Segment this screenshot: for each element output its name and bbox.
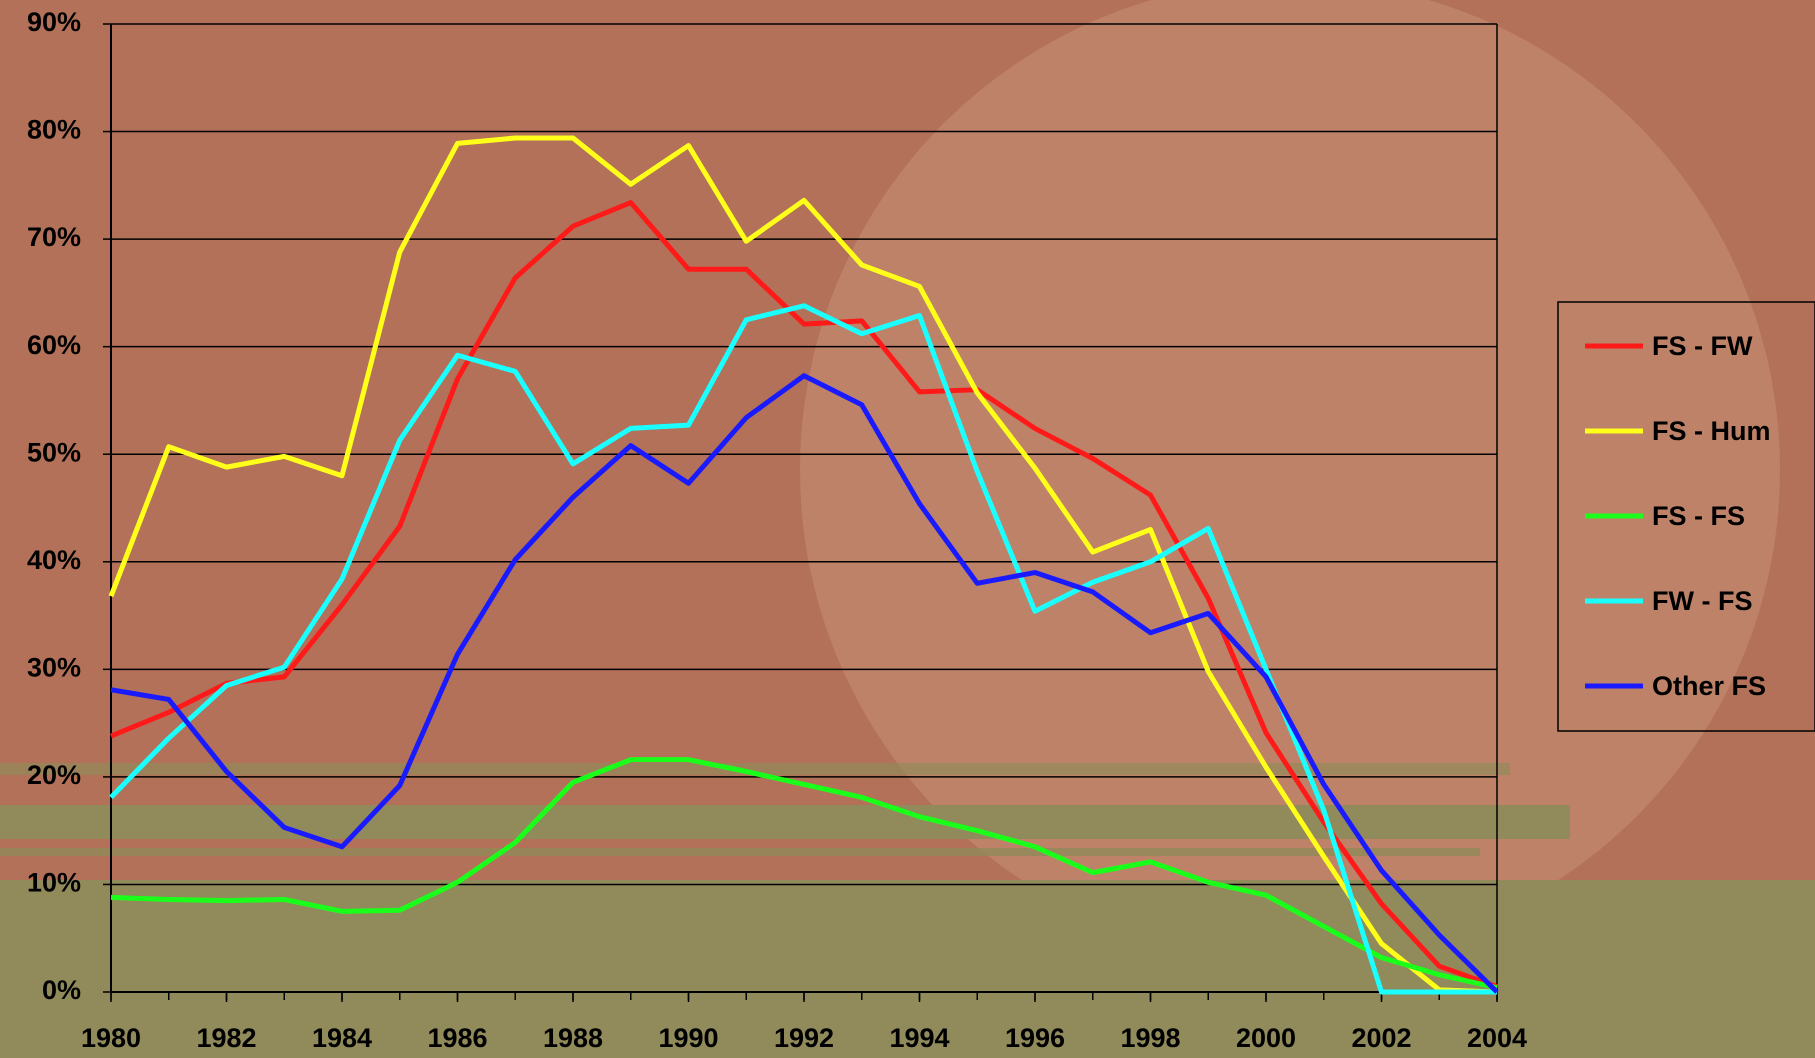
- y-tick-label: 0%: [42, 975, 81, 1005]
- legend-label: FS - Hum: [1652, 416, 1771, 446]
- stripe: [0, 763, 1510, 775]
- x-tick-label: 2004: [1467, 1023, 1527, 1053]
- x-tick-label: 1986: [427, 1023, 487, 1053]
- x-tick-label: 2000: [1236, 1023, 1296, 1053]
- y-tick-label: 70%: [27, 222, 81, 252]
- y-tick-label: 20%: [27, 760, 81, 790]
- series-line: [108, 135, 1498, 995]
- x-tick-label: 1994: [889, 1023, 949, 1053]
- x-tick-label: 1990: [658, 1023, 718, 1053]
- y-tick-label: 10%: [27, 868, 81, 898]
- x-tick-label: 1988: [543, 1023, 603, 1053]
- x-tick-label: 1984: [312, 1023, 372, 1053]
- y-tick-label: 50%: [27, 437, 81, 467]
- y-tick-label: 60%: [27, 330, 81, 360]
- series-line: [110, 200, 1498, 989]
- x-tick-label: 1982: [196, 1023, 256, 1053]
- background-bottom: [0, 880, 1815, 1058]
- x-tick-label: 1980: [81, 1023, 141, 1053]
- legend-label: FS - FS: [1652, 501, 1745, 531]
- legend-label: FW - FS: [1652, 586, 1752, 616]
- series-line: [110, 373, 1499, 994]
- x-tick-label: 1992: [774, 1023, 834, 1053]
- stripe: [0, 848, 1480, 856]
- legend-label: Other FS: [1652, 671, 1766, 701]
- series-line: [109, 303, 1497, 995]
- series-line: [110, 757, 1498, 991]
- x-tick-label: 1996: [1005, 1023, 1065, 1053]
- y-tick-label: 90%: [27, 7, 81, 37]
- legend-box: [1557, 301, 1815, 732]
- y-tick-label: 80%: [27, 115, 81, 145]
- x-tick-label: 1998: [1120, 1023, 1180, 1053]
- y-tick-label: 40%: [27, 545, 81, 575]
- y-tick-label: 30%: [27, 652, 81, 682]
- x-tick-label: 2002: [1351, 1023, 1411, 1053]
- legend-label: FS - FW: [1652, 331, 1753, 361]
- globe-decoration: [800, 0, 1780, 960]
